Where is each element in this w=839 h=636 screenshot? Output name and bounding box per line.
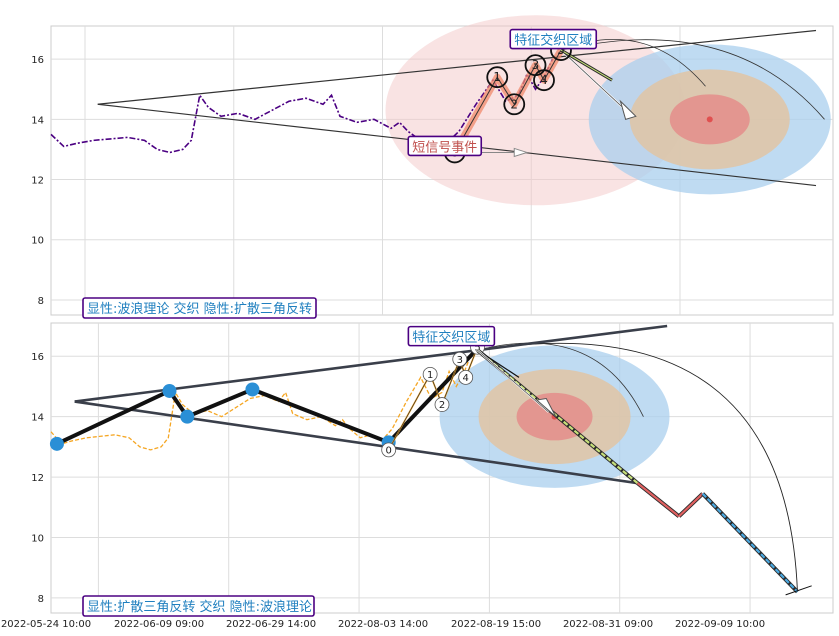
annotation-text: 特征交织区域 <box>514 33 592 49</box>
annotation-label: 特征交织区域 <box>407 325 496 347</box>
y-tick-label: 16 <box>31 352 44 363</box>
y-tick-label: 16 <box>31 55 44 66</box>
arc-curve <box>477 342 798 592</box>
small-wave-point <box>458 369 474 385</box>
arrow-to-target-outline <box>477 349 549 413</box>
y-tick-label: 8 <box>38 296 44 307</box>
x-tick-label: 2022-05-24 10:00 <box>1 619 91 630</box>
big-wave-point <box>49 436 64 451</box>
projection-segment <box>701 492 799 593</box>
top-y-ticks: 8 10 12 14 16 <box>31 55 44 307</box>
bottom-wave-path: 0 1 2 34 5 <box>49 339 812 596</box>
y-tick-label: 12 <box>31 176 44 187</box>
wave-point-label: 2 <box>510 97 518 111</box>
annotation-text: 特征交织区域 <box>412 330 490 346</box>
signal-line <box>477 349 520 378</box>
annotation-box <box>407 325 496 347</box>
small-wave-point <box>434 397 450 412</box>
price-series-line <box>50 58 554 154</box>
projection-segment <box>636 482 680 518</box>
small-wave-label: 2 <box>439 400 445 411</box>
wave-point-circle <box>533 69 555 92</box>
y-tick-label: 14 <box>31 413 44 424</box>
x-tick-label: 2022-06-09 09:00 <box>114 619 204 630</box>
wave-point-label: 3 <box>532 58 540 72</box>
big-wave-point <box>180 409 195 424</box>
x-tick-label: 2022-08-03 14:00 <box>338 619 428 630</box>
y-tick-label: 14 <box>31 115 44 126</box>
x-tick-label: 2022-08-31 09:00 <box>563 619 653 630</box>
wave-point-label: 5 <box>557 43 565 57</box>
y-tick-label: 8 <box>38 594 44 605</box>
arrow-to-target-outline <box>560 49 630 114</box>
big-wave-line <box>56 347 479 446</box>
x-tick-label: 2022-09-09 10:00 <box>675 619 765 630</box>
arrow-head <box>619 99 637 120</box>
top-legend-box: 显性:波浪理论 交织 隐性:扩散三角反转 <box>82 297 317 319</box>
small-wave-label: 3 <box>457 355 463 366</box>
y-tick-label: 10 <box>31 533 44 544</box>
target-point <box>706 116 713 123</box>
arc-curve <box>560 39 825 120</box>
arc-curve <box>477 342 644 417</box>
projection-segment <box>678 492 704 518</box>
wave-point-circle <box>486 66 509 89</box>
triangle-line <box>97 29 817 105</box>
bottom-plot-area <box>50 322 834 614</box>
annotation-label: 短信号事件 <box>407 135 483 157</box>
triangle-line <box>74 400 638 485</box>
arrow-head <box>535 397 557 418</box>
x-axis-labels: 2022-05-24 10:00 2022-06-09 09:00 2022-06-… <box>1 619 765 630</box>
annotation-label: 特征交织区域 <box>509 28 598 50</box>
small-wave-point <box>422 366 438 382</box>
top-legend-text: 显性:波浪理论 交织 隐性:扩散三角反转 <box>87 301 312 317</box>
bottom-legend-box: 显性:扩散三角反转 交织 隐性:波浪理论 <box>82 595 315 617</box>
x-tick-label: 2022-06-29 14:00 <box>226 619 316 630</box>
small-wave-point <box>452 351 468 367</box>
small-wave-label: 1 <box>427 370 433 381</box>
wave-point-label: 1 <box>493 70 501 84</box>
annotation-text: 短信号事件 <box>412 140 477 155</box>
bottom-legend-text: 显性:扩散三角反转 交织 隐性:波浪理论 <box>87 599 312 615</box>
y-tick-label: 10 <box>31 236 44 247</box>
small-wave-label: 5 <box>474 343 480 354</box>
bottom-annotations: 特征交织区域 <box>407 325 496 347</box>
small-wave-point <box>381 442 397 458</box>
x-tick-label: 2022-08-19 15:00 <box>451 619 541 630</box>
small-wave-label: 0 <box>385 445 391 456</box>
annotation-box <box>407 135 483 157</box>
top-price-line <box>50 58 554 154</box>
big-wave-point <box>162 383 177 398</box>
wave-point-circle <box>503 93 526 116</box>
big-wave-point <box>245 382 260 397</box>
arrow-head <box>513 147 529 158</box>
annotation-box <box>509 28 598 50</box>
wave-point-label: 4 <box>540 73 548 87</box>
small-wave-label: 4 <box>463 373 469 384</box>
wave-line <box>454 49 562 153</box>
end-tick <box>785 585 812 596</box>
y-tick-label: 12 <box>31 473 44 484</box>
bottom-y-ticks: 8 10 12 14 16 <box>31 352 44 605</box>
